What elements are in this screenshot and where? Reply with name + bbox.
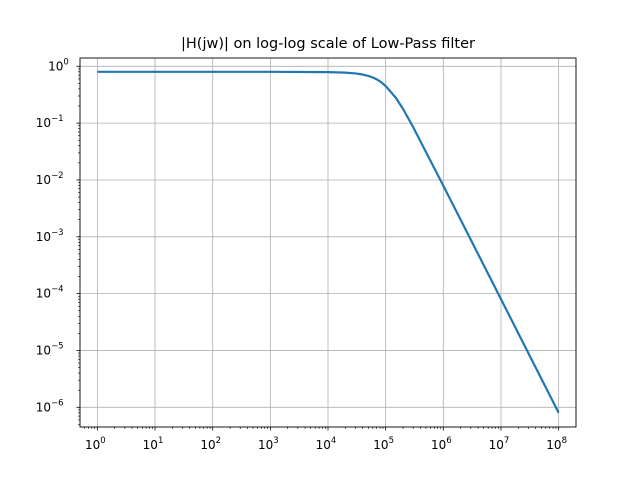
plot-area [97,70,560,414]
chart-title: |H(jw)| on log-log scale of Low-Pass fil… [181,36,475,52]
grid [80,58,576,427]
series-line [97,70,560,414]
axis-ticks [76,65,560,431]
